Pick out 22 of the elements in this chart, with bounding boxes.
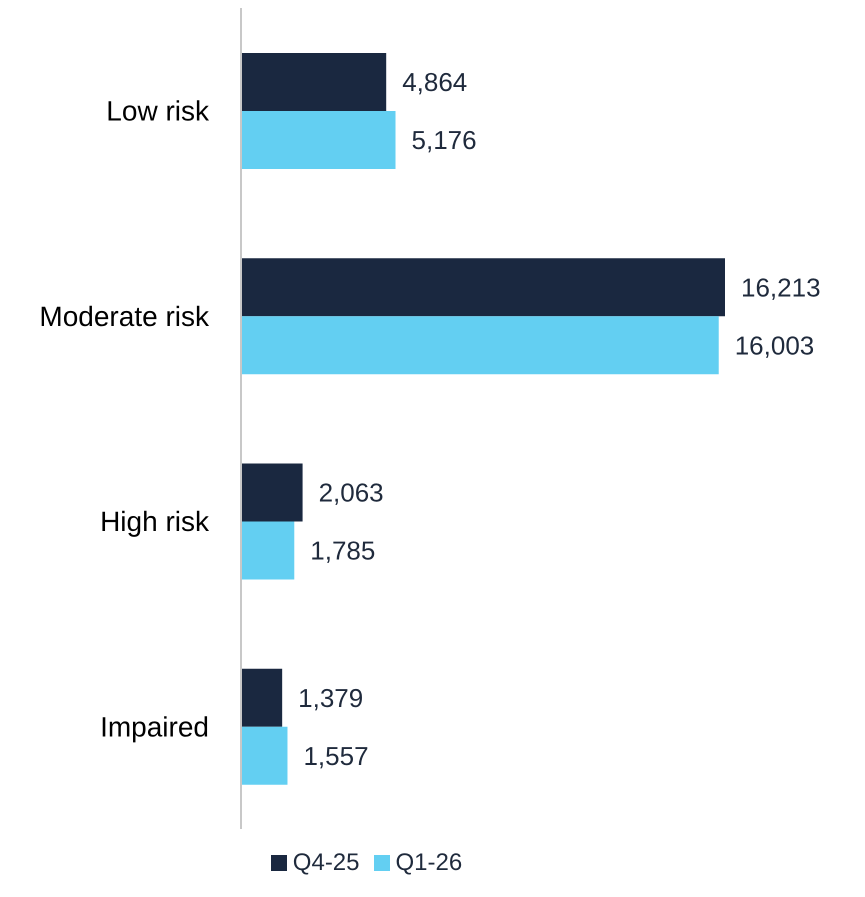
y-tick-label: Impaired [100,711,209,742]
legend-label: Q4-25 [292,849,360,877]
data-label: 2,063 [318,478,384,508]
bar [241,726,288,785]
data-label: 5,176 [412,125,477,156]
bar [241,316,719,374]
bar [241,53,386,111]
data-label: 1,557 [303,740,369,771]
bar [241,258,725,316]
y-tick-label: Moderate risk [39,300,210,332]
bar [241,668,282,727]
bar [241,464,303,522]
data-label: 1,379 [298,682,364,713]
data-label: 16,213 [741,272,821,302]
data-label: 4,864 [402,67,468,98]
y-tick-label: Low risk [106,96,210,127]
data-label: 16,003 [734,330,814,360]
data-label: 1,785 [310,536,376,566]
bar [241,111,396,169]
legend-label: Q1-26 [396,849,462,877]
y-tick-label: High risk [100,506,210,538]
bar [241,522,294,580]
